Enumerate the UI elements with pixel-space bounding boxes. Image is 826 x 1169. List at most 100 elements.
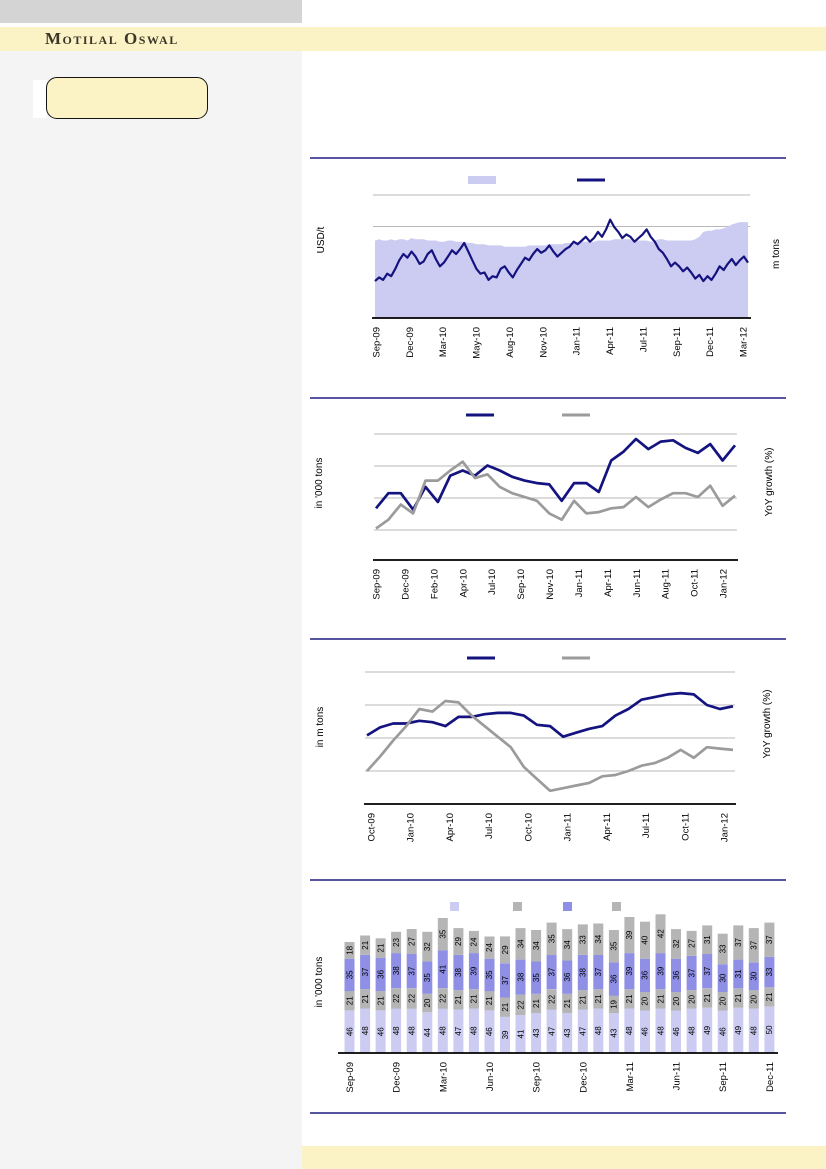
bar-value-label: 21 <box>734 993 743 1002</box>
monthly-stacked-bar-chart: 46 21 35 18 48 21 37 21 46 21 36 21 48 22 38 23 48 22 37 27… <box>310 879 786 1114</box>
bar-segment <box>608 995 619 1014</box>
bar-segment <box>422 1012 433 1053</box>
bar-segment <box>500 997 510 1017</box>
x-tick-label: Dec-09 <box>400 569 411 600</box>
bar-segment <box>391 931 402 954</box>
bar-value-label: 36 <box>563 972 572 981</box>
x-tick-label: Jun-11 <box>632 569 643 597</box>
bar-value-label: 35 <box>345 970 354 979</box>
bar-value-label: 39 <box>501 1030 510 1039</box>
bar-value-label: 36 <box>641 970 650 979</box>
bar-segment <box>671 958 681 992</box>
bar-segment <box>748 990 759 1009</box>
bar-segment <box>344 958 355 992</box>
right-axis-title: m tons <box>771 239 782 269</box>
legend-swatch <box>612 902 621 911</box>
bar-segment <box>437 950 448 989</box>
bar-value-label: 48 <box>750 1026 759 1035</box>
bar-value-label: 50 <box>765 1025 774 1034</box>
bar-value-label: 39 <box>470 966 479 975</box>
bar-segment <box>577 1009 588 1053</box>
bar-segment <box>375 957 386 991</box>
bar-segment <box>702 1007 713 1053</box>
bar-value-label: 46 <box>485 1027 494 1036</box>
bar-segment <box>546 922 557 955</box>
bar-segment <box>406 929 417 954</box>
bar-segment <box>593 989 604 1009</box>
bar-segment <box>515 959 526 995</box>
x-tick-label: Jan-11 <box>563 813 574 841</box>
bar-segment <box>468 1008 479 1053</box>
bar-segment <box>608 1013 619 1053</box>
bar-segment <box>608 930 619 963</box>
bar-segment <box>562 960 573 994</box>
bar-value-label: 21 <box>656 994 665 1003</box>
bar-segment <box>717 992 728 1011</box>
x-tick-label: Jul-10 <box>487 569 498 595</box>
bar-value-label: 18 <box>345 945 354 954</box>
bar-value-label: 48 <box>594 1026 603 1035</box>
bar-segment <box>406 954 417 989</box>
bar-segment <box>344 991 355 1011</box>
x-tick-label: Dec-11 <box>705 327 716 357</box>
bar-value-label: 33 <box>719 944 728 953</box>
brand-header-band <box>0 27 826 51</box>
bar-value-label: 49 <box>734 1025 743 1034</box>
left-column-background <box>0 51 302 1169</box>
x-tick-label: Oct-11 <box>690 569 701 597</box>
bar-value-label: 22 <box>439 993 448 1002</box>
x-tick-label: Jun-11 <box>672 1062 683 1090</box>
bar-segment <box>360 955 371 990</box>
bar-segment <box>717 1010 728 1054</box>
bar-value-label: 46 <box>672 1027 681 1036</box>
bar-segment <box>375 1010 386 1054</box>
bar-segment <box>748 928 759 963</box>
bar-segment <box>624 953 635 990</box>
bar-segment <box>500 963 510 998</box>
x-tick-label: Apr-10 <box>445 813 456 842</box>
x-tick-label: Jul-11 <box>641 813 652 838</box>
bar-segment <box>391 988 402 1009</box>
x-tick-label: Dec-11 <box>765 1062 776 1092</box>
bar-value-label: 41 <box>516 1029 525 1038</box>
bar-value-label: 37 <box>361 967 370 976</box>
bar-segment <box>764 987 775 1007</box>
bar-segment <box>484 991 495 1011</box>
mtons-yoy-line-chart: Oct-09 Jan-10 Apr-10 Jul-10 Oct-10 Jan-11 Apr-… <box>310 638 786 842</box>
legend-swatch <box>513 902 522 911</box>
bar-value-label: 24 <box>470 937 479 946</box>
bar-segment <box>655 953 666 990</box>
line-series <box>374 218 749 283</box>
bar-value-label: 37 <box>734 937 743 946</box>
bar-segment <box>344 942 355 959</box>
bar-segment <box>453 955 464 991</box>
bar-value-label: 22 <box>516 1000 525 1009</box>
bar-value-label: 27 <box>687 938 696 947</box>
bar-value-label: 42 <box>656 929 665 938</box>
x-tick-label: Sep-09 <box>372 569 383 600</box>
bar-value-label: 34 <box>594 934 603 943</box>
bar-segment <box>500 936 510 964</box>
bar-value-label: 48 <box>625 1026 634 1035</box>
x-tick-label: Apr-10 <box>458 569 469 598</box>
bar-segment <box>468 953 479 990</box>
bar-value-label: 30 <box>750 971 759 980</box>
bar-value-label: 43 <box>610 1028 619 1037</box>
x-tick-label: Aug-11 <box>661 569 672 599</box>
bar-value-label: 38 <box>392 966 401 975</box>
x-tick-label: Sep-11 <box>672 327 683 357</box>
bar-segment <box>624 989 635 1009</box>
x-tick-label: Dec-09 <box>392 1062 403 1093</box>
x-tick-label: Mar-12 <box>739 327 750 357</box>
bar-segment <box>717 933 728 965</box>
x-tick-label: Mar-10 <box>438 1062 449 1092</box>
bar-value-label: 46 <box>376 1027 385 1036</box>
bar-value-label: 21 <box>594 994 603 1003</box>
bar-value-label: 43 <box>563 1028 572 1037</box>
right-axis-title: YoY growth (%) <box>764 448 775 517</box>
bar-value-label: 37 <box>765 935 774 944</box>
line-series <box>374 437 737 511</box>
bar-segment <box>515 928 526 960</box>
sidebar-note-box <box>46 77 208 119</box>
